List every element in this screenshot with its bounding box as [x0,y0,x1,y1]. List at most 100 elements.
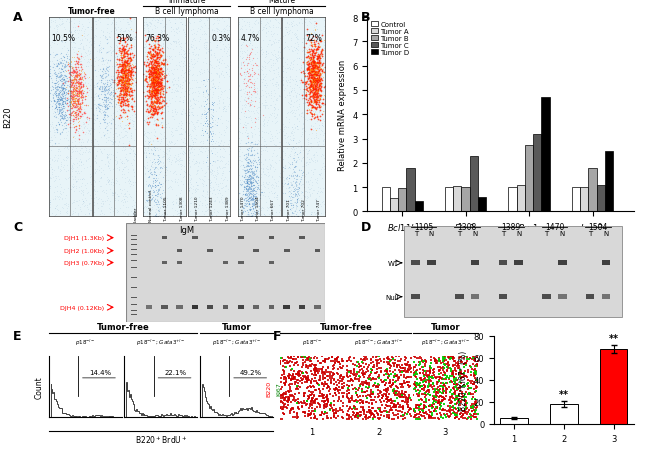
Point [389,374,400,381]
Point [122,93,132,100]
Point [155,140,165,147]
Point [114,205,125,212]
Point [71,95,81,102]
Point [313,86,323,93]
Point [267,110,278,117]
Point [122,122,133,129]
Point [120,101,131,109]
Point [185,44,196,51]
Point [73,55,84,63]
Point [309,74,319,81]
Point [54,56,64,64]
Point [67,65,77,72]
Point [218,106,228,113]
Point [116,57,126,64]
Point [127,76,137,83]
Point [151,91,161,98]
Point [242,179,253,187]
Point [111,209,122,216]
Text: Tumor 667: Tumor 667 [272,198,276,221]
Point [293,185,304,192]
Point [252,141,262,148]
Point [106,44,116,51]
Point [69,94,79,101]
Point [343,368,353,375]
Point [141,62,151,69]
Point [242,169,252,176]
Point [280,404,290,411]
Point [278,395,289,402]
Point [244,23,254,31]
Point [311,104,322,111]
Point [242,48,252,55]
Point [300,54,311,61]
Point [120,74,131,82]
Point [116,61,126,68]
Point [468,380,478,387]
Point [297,169,307,176]
Point [148,101,158,109]
Point [118,82,129,89]
Point [317,111,328,118]
Point [159,71,170,78]
Point [225,164,235,171]
Point [161,203,172,211]
Point [292,186,302,193]
Point [315,55,326,62]
Point [51,81,61,88]
Point [317,81,328,88]
Point [237,201,247,208]
Point [236,86,246,93]
Point [314,74,324,82]
Point [124,107,134,115]
Point [153,44,163,51]
Point [352,392,362,399]
Point [345,405,356,412]
Point [265,138,275,145]
Point [238,60,248,67]
Bar [162,237,167,239]
Point [365,393,376,400]
Point [141,152,151,160]
Point [246,196,257,203]
Point [55,160,66,167]
Point [102,25,112,32]
Point [115,100,125,107]
Point [171,62,181,69]
Point [75,114,86,121]
Point [210,191,220,198]
Point [56,32,66,39]
Point [291,191,301,198]
Point [202,123,212,130]
Point [53,97,63,104]
Point [152,68,162,75]
Point [47,171,57,178]
Point [316,360,326,367]
Point [348,370,358,377]
Point [127,118,137,125]
Point [211,167,222,175]
Point [239,71,249,78]
Point [302,65,313,72]
Point [150,46,161,53]
Point [256,18,266,26]
Point [289,213,299,220]
Point [310,72,320,79]
Point [152,161,162,168]
Point [145,68,155,75]
Point [280,175,291,182]
Point [241,41,252,49]
Point [297,110,307,117]
Point [202,207,212,214]
Point [369,381,379,388]
Point [152,86,162,93]
Point [241,120,252,127]
Point [316,76,326,83]
Point [145,102,155,110]
Point [149,81,159,88]
Point [449,354,460,362]
Point [257,68,268,75]
Point [96,148,106,155]
Point [117,94,127,101]
Point [138,209,149,216]
